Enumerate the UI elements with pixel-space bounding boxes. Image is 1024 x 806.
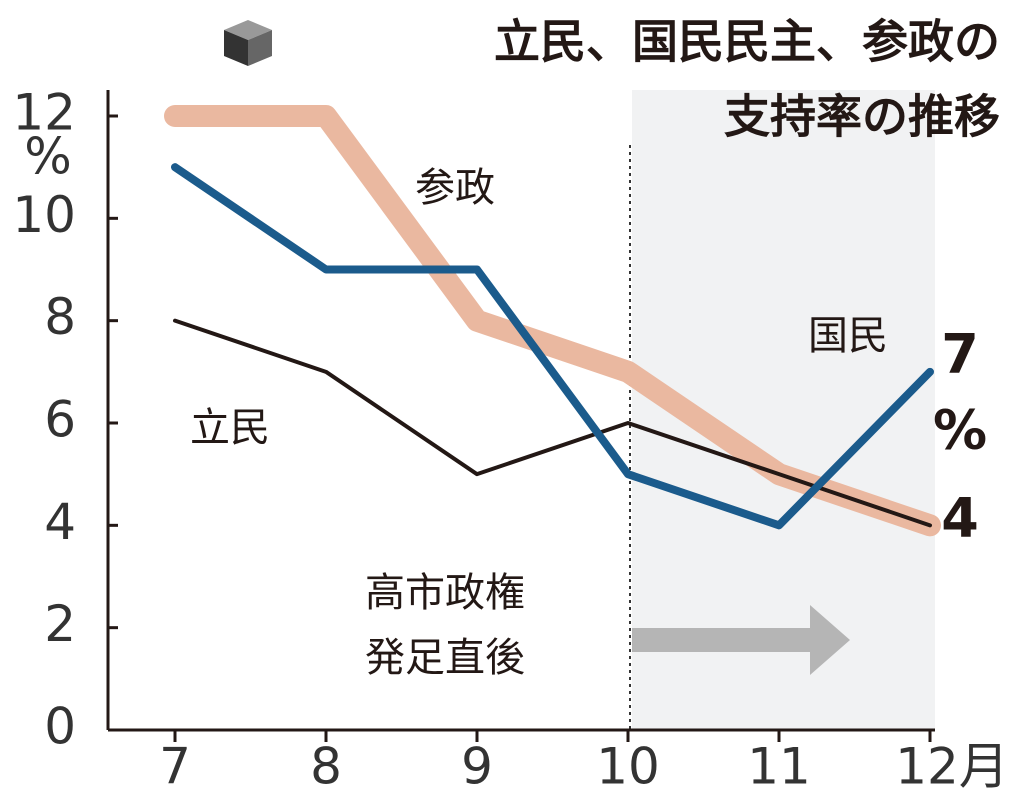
y-tick-label: 8	[44, 288, 76, 346]
x-tick-label: 10	[596, 738, 660, 796]
x-tick-label: 7	[159, 738, 191, 796]
series-label: 参政	[415, 165, 495, 211]
end-value-label: 7	[941, 323, 979, 386]
y-tick-label: 10	[12, 186, 76, 244]
title-icon	[224, 20, 272, 66]
x-tick-label: 9	[461, 738, 493, 796]
series-label: 立民	[190, 405, 270, 451]
y-tick-label: 4	[44, 493, 76, 551]
period-arrow	[632, 605, 850, 675]
series-line	[173, 318, 932, 528]
chart-title: 支持率の推移	[724, 90, 1000, 144]
y-tick-label: 6	[44, 391, 76, 449]
y-tick-label: 0	[44, 698, 76, 756]
series-line	[171, 163, 934, 530]
y-tick-label: 12	[12, 84, 76, 142]
chart-title: 立民、国民民主、参政の	[494, 15, 1000, 69]
series-label: 国民	[808, 313, 888, 359]
end-value-label: 4	[941, 487, 979, 550]
x-tick-label: 8	[310, 738, 342, 796]
x-tick-label: 11	[747, 738, 811, 796]
y-unit: %	[24, 128, 72, 186]
annotation: 高市政権	[365, 570, 525, 616]
end-value-unit: %	[933, 399, 987, 462]
y-tick-label: 2	[44, 595, 76, 653]
annotation: 発足直後	[365, 635, 525, 681]
x-tick-label: 12月	[895, 738, 1009, 796]
